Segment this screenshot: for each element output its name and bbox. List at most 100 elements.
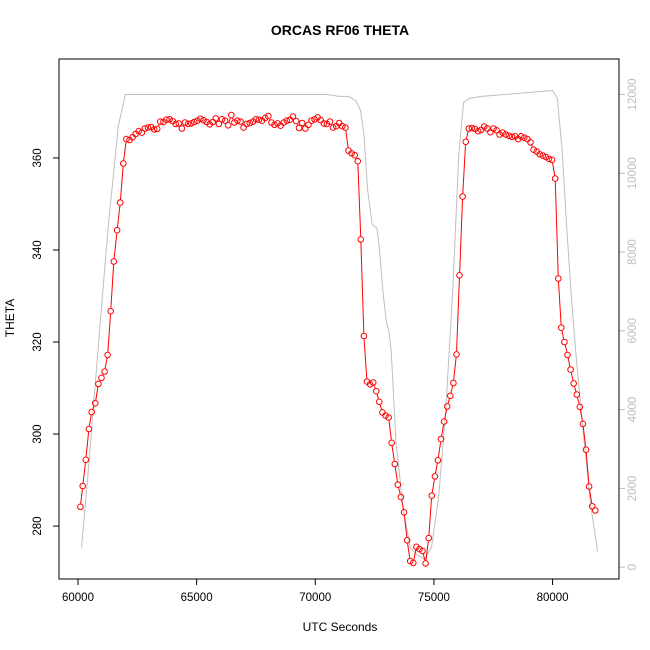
theta-line-segment [441,424,445,437]
y-axis-label: THETA [3,299,17,337]
theta-point [447,392,454,400]
theta-point [339,122,346,130]
theta-line-segment [453,357,457,380]
theta-point [487,128,494,136]
theta-line-segment [431,479,435,493]
theta-point [240,124,247,131]
theta-line-segment [577,397,580,404]
theta-line-segment [428,498,432,535]
theta-point [588,503,596,510]
theta-point [419,547,426,555]
theta-line-segment [110,264,115,309]
theta-point [289,113,297,120]
y2-tick-label: 12000 [627,78,639,110]
theta-point [138,129,146,136]
theta-line-segment [117,205,121,228]
theta-point [385,414,392,421]
theta-series-layer [77,111,599,567]
y-tick-label: 280 [32,516,44,535]
theta-point [234,117,241,124]
x-tick-label: 80000 [537,592,569,604]
theta-line-segment [373,385,376,389]
theta-point [468,124,476,132]
theta-point [573,391,581,398]
theta-line-segment [363,339,368,379]
y2-tick-label: 4000 [627,397,639,423]
theta-point [98,374,105,382]
theta-point [178,125,186,132]
theta-point [443,403,451,410]
y-tick-label: 320 [32,332,44,351]
x-tick-label: 75000 [418,592,450,604]
theta-line-segment [379,404,382,410]
altitude-line [81,89,599,560]
y-tick-label: 300 [32,424,44,443]
theta-line-segment [391,445,395,461]
theta-line-segment [407,543,411,558]
theta-point [92,399,99,407]
theta-point [462,138,470,146]
theta-point [456,272,463,279]
theta-line-segment [360,242,365,333]
theta-point [110,258,118,265]
theta-point [302,125,309,132]
theta-point [135,127,142,135]
theta-point [120,160,127,167]
theta-point [508,133,516,141]
x-tick-label: 70000 [299,592,331,604]
theta-point [437,435,445,443]
theta-point [592,507,599,514]
theta-point [88,408,95,416]
theta-point [181,119,189,126]
theta-point [305,121,312,129]
chart-title: ORCAS RF06 THETA [271,22,409,38]
theta-line-segment [158,124,160,127]
theta-point [252,116,260,123]
theta-point [197,115,204,123]
theta-point [431,473,439,480]
theta-line-segment [585,452,590,484]
theta-line-segment [435,463,438,474]
theta-point [373,387,380,395]
theta-point [77,503,84,511]
theta-line-segment [574,386,577,392]
theta-point [505,132,513,140]
axes: 60000 65000 70000 75000 80000280300320340360… [32,78,639,604]
theta-point [184,120,192,128]
theta-point [440,418,448,425]
theta-point [326,118,334,125]
theta-point [243,120,250,128]
theta-point [394,481,402,489]
theta-point [576,403,584,411]
x-tick-label: 60000 [62,592,94,604]
theta-point [298,119,306,127]
theta-point [585,483,593,490]
theta-point [150,126,158,133]
theta-point [79,482,86,490]
theta-point [428,492,436,500]
theta-point [221,117,229,124]
theta-point [116,199,124,206]
theta-point [172,120,179,128]
theta-point [224,122,232,129]
theta-point [283,117,291,124]
x-tick-label: 65000 [181,592,213,604]
theta-line-segment [465,131,469,139]
theta-point [561,338,568,346]
theta-point [397,493,405,501]
theta-point [113,226,121,234]
theta-line-segment [388,420,392,440]
theta-line-segment [232,117,234,120]
theta-point [450,379,457,387]
theta-line-segment [554,181,559,276]
y2-tick-label: 10000 [627,157,639,189]
theta-point [123,135,130,143]
theta-line-segment [92,406,95,410]
theta-point [157,118,164,125]
theta-line-segment [345,130,349,148]
theta-point [308,117,315,124]
y-tick-label: 340 [32,240,44,259]
theta-line-segment [582,427,587,447]
theta-point [255,116,263,123]
y2-tick-label: 6000 [627,318,639,344]
